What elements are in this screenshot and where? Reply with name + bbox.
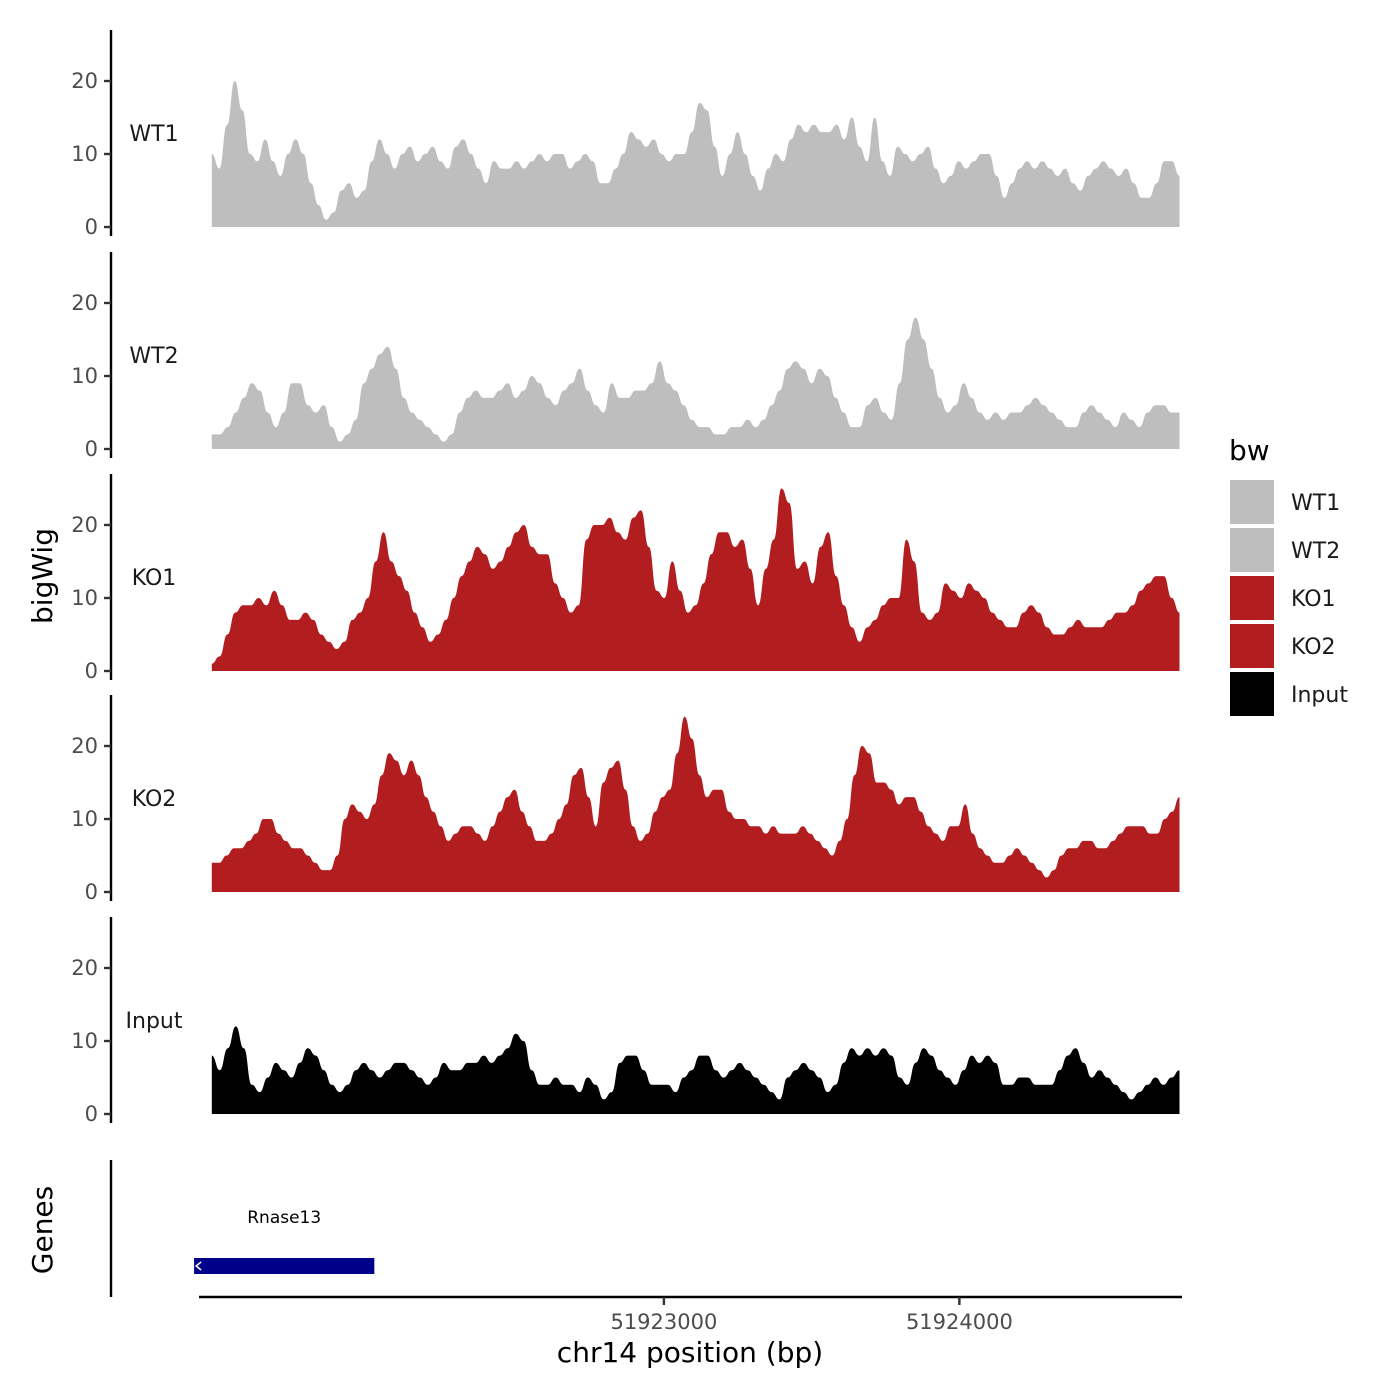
track-label-input: Input: [126, 1009, 183, 1034]
legend-item-input: Input: [1230, 672, 1348, 716]
legend-items: WT1 WT2 KO1 KO2 Input: [1230, 480, 1348, 716]
legend-label: Input: [1291, 683, 1348, 708]
track-label-ko2: KO2: [132, 787, 177, 812]
y-tick-label: 0: [85, 880, 98, 904]
track-label-ko1: KO1: [132, 566, 177, 591]
signal-area-ko1: [211, 488, 1180, 671]
track-input: 0 10 20 Input: [71, 917, 1180, 1126]
signal-tracks: 0 10 20 WT1 0 10 20 WT2 0 10 20 KO1 0 10 20 KO2 0 10 20 Inp…: [71, 30, 1180, 1126]
legend-swatch: [1230, 480, 1274, 524]
y-axis-title: bigWig: [26, 528, 59, 624]
legend-label: WT1: [1291, 491, 1340, 516]
track-wt1: 0 10 20 WT1: [71, 30, 1180, 239]
track-ko2: 0 10 20 KO2: [71, 695, 1180, 904]
x-tick-label: 51924000: [906, 1310, 1013, 1334]
gene-label: Rnase13: [247, 1208, 321, 1228]
y-tick-label: 10: [71, 142, 98, 166]
gene-marks: Rnase13: [194, 1208, 375, 1274]
legend-title: bw: [1229, 434, 1270, 467]
signal-area-wt1: [211, 81, 1180, 227]
y-tick-label: 20: [71, 69, 98, 93]
legend-swatch: [1230, 624, 1274, 668]
legend: bw WT1 WT2 KO1 KO2 Input: [1229, 434, 1348, 716]
track-label-wt2: WT2: [129, 344, 178, 369]
legend-swatch: [1230, 672, 1274, 716]
signal-area-ko2: [211, 716, 1180, 892]
track-ko1: 0 10 20 KO1: [71, 474, 1180, 683]
y-tick-label: 0: [85, 437, 98, 461]
y-tick-label: 20: [71, 734, 98, 758]
gene-rnase13: Rnase13: [194, 1208, 375, 1274]
y-tick-label: 20: [71, 291, 98, 315]
x-ticks: 51923000 51924000: [610, 1297, 1013, 1334]
legend-swatch: [1230, 576, 1274, 620]
legend-swatch: [1230, 528, 1274, 572]
y-tick-label: 10: [71, 364, 98, 388]
y-tick-label: 20: [71, 513, 98, 537]
track-label-wt1: WT1: [129, 122, 178, 147]
x-axis-title: chr14 position (bp): [557, 1336, 823, 1369]
legend-label: KO1: [1291, 587, 1336, 612]
x-tick-label: 51923000: [610, 1310, 717, 1334]
signal-area-wt2: [211, 317, 1180, 449]
y-tick-label: 20: [71, 956, 98, 980]
genes-panel-title: Genes: [26, 1186, 59, 1274]
strand-arrow-icon: [194, 1261, 202, 1271]
y-tick-label: 10: [71, 807, 98, 831]
legend-item-ko2: KO2: [1230, 624, 1336, 668]
x-axis: 51923000 51924000 chr14 position (bp): [199, 1295, 1182, 1369]
y-tick-label: 10: [71, 1029, 98, 1053]
genes-panel: Genes Rnase13: [26, 1160, 375, 1297]
y-tick-label: 0: [85, 215, 98, 239]
legend-item-ko1: KO1: [1230, 576, 1336, 620]
y-tick-label: 10: [71, 586, 98, 610]
track-wt2: 0 10 20 WT2: [71, 252, 1180, 461]
legend-item-wt2: WT2: [1230, 528, 1340, 572]
signal-area-input: [211, 1026, 1180, 1114]
legend-label: WT2: [1291, 539, 1340, 564]
legend-item-wt1: WT1: [1230, 480, 1340, 524]
legend-label: KO2: [1291, 635, 1336, 660]
y-tick-label: 0: [85, 659, 98, 683]
y-tick-label: 0: [85, 1102, 98, 1126]
gene-body: [194, 1258, 375, 1274]
